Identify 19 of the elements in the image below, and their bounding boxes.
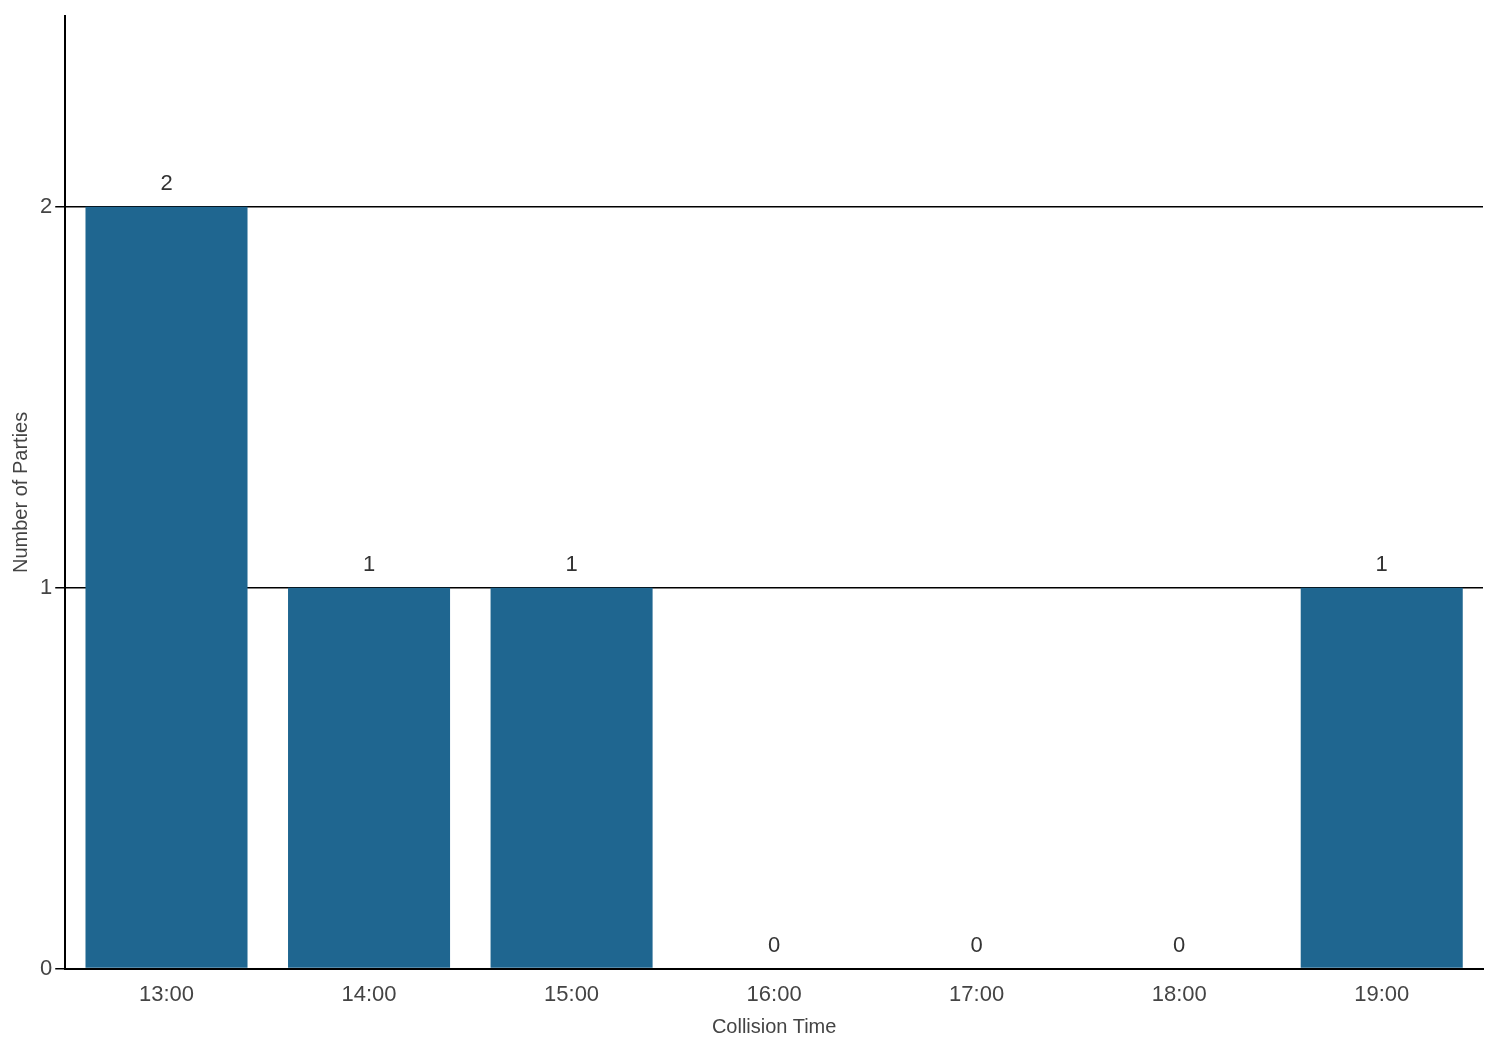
data-label: 1	[565, 550, 578, 576]
x-axis-title: Collision Time	[711, 1014, 837, 1037]
x-tick-label: 13:00	[138, 980, 195, 1006]
data-label: 0	[767, 931, 781, 957]
data-label: 0	[1173, 931, 1186, 957]
x-tick-label: 18:00	[1151, 980, 1207, 1006]
x-tick-label: 14:00	[341, 980, 397, 1006]
y-tick-label: 2	[39, 192, 53, 218]
data-label: 0	[970, 931, 983, 957]
y-tick-label: 0	[39, 954, 53, 980]
data-label: 1	[362, 550, 376, 576]
data-label: 2	[160, 169, 173, 195]
y-tick-label: 1	[39, 573, 53, 599]
y-axis-title: Number of Parties	[8, 411, 31, 573]
x-tick-label: 15:00	[544, 980, 600, 1006]
x-tick-label: 17:00	[949, 980, 1005, 1006]
x-tick-label: 19:00	[1354, 980, 1410, 1006]
data-label: 1	[1375, 550, 1388, 576]
x-tick-label: 16:00	[746, 980, 802, 1006]
